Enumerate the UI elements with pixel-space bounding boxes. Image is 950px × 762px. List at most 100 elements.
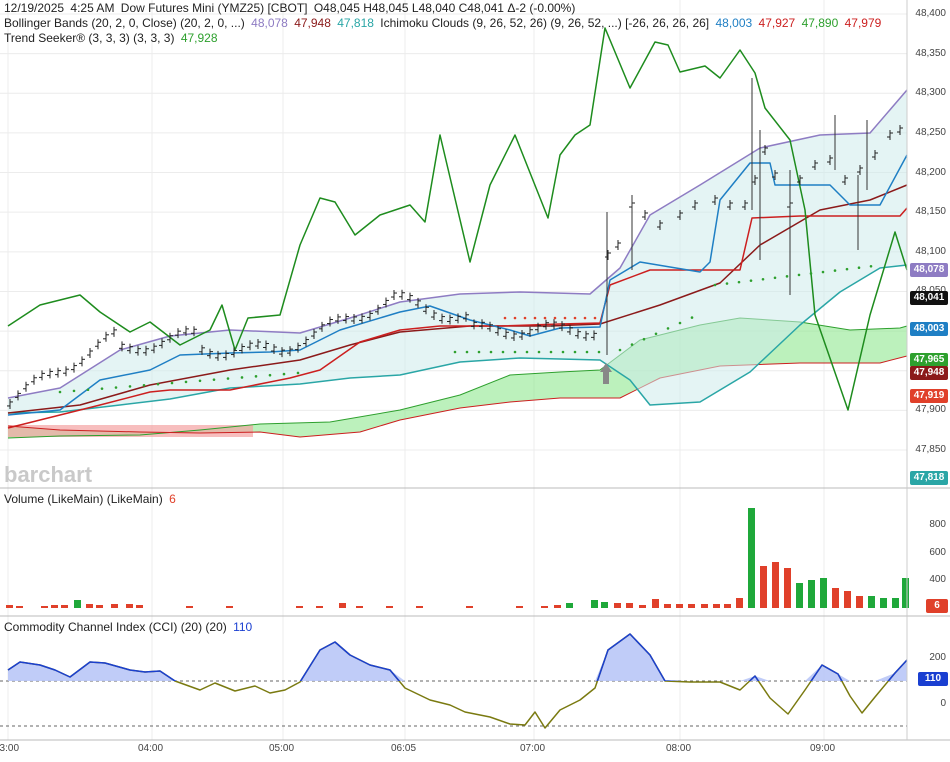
price-tick-label: 48,250 — [915, 126, 946, 138]
ohlc-bar — [95, 339, 101, 350]
trend-dot — [654, 332, 658, 336]
volume-bar — [74, 600, 81, 608]
trend-dot — [713, 283, 717, 287]
ohlc-bar — [677, 210, 683, 220]
ichi-value-4: 47,979 — [844, 16, 882, 30]
ohlc-bar — [455, 313, 461, 324]
trend-dot — [785, 275, 789, 278]
ohlc-bar — [742, 200, 748, 210]
ohlc-bar — [359, 313, 365, 324]
ohlc-bar — [343, 313, 349, 324]
trend-dot — [501, 350, 505, 354]
volume-bar — [6, 605, 13, 608]
volume-bar — [541, 606, 548, 608]
ohlc-bar — [551, 319, 557, 330]
ohlc-bar — [311, 329, 317, 340]
trend-dot — [170, 381, 174, 385]
ohlc-bar — [415, 297, 421, 308]
ohlc-bar — [383, 297, 389, 308]
ohlc-bar — [897, 125, 903, 135]
ohlc-bar — [271, 344, 277, 355]
volume-label[interactable]: Volume (LikeMain) (LikeMain) — [4, 492, 163, 506]
trend-dot — [100, 387, 104, 390]
ohlc-bar — [463, 311, 469, 322]
volume-bar — [186, 606, 193, 608]
trend-dot — [678, 321, 682, 325]
ohlc-bar — [642, 210, 648, 220]
trend-dot — [642, 337, 646, 341]
price-tag: 47,818 — [910, 471, 948, 485]
volume-bar — [856, 596, 863, 608]
ohlc-bar — [103, 331, 109, 342]
trend-dot — [845, 267, 849, 271]
ohlc-bar — [55, 367, 61, 378]
volume-bar — [554, 605, 561, 608]
pane-dividers — [0, 0, 950, 741]
price-tick-label: 47,900 — [915, 404, 946, 416]
trend-dot — [690, 316, 694, 319]
ichimoku-label[interactable]: Ichimoku Clouds (9, 26, 52, 26) (9, 26, … — [380, 16, 710, 30]
volume-bar — [339, 603, 346, 608]
ichimoku-span-a — [7, 317, 908, 439]
ohlc-bar — [287, 346, 293, 357]
trend-dot — [240, 376, 244, 379]
trend-dot — [618, 348, 622, 352]
volume-bar — [111, 604, 118, 608]
cci-label[interactable]: Commodity Channel Index (CCI) (20) (20) — [4, 620, 227, 634]
ohlc-bar — [447, 314, 453, 325]
trend-dot — [465, 350, 469, 354]
ohlc-bar — [887, 130, 893, 140]
time-tick-label: 08:00 — [666, 743, 692, 754]
volume-bar — [41, 606, 48, 608]
volume-legend: Volume (LikeMain) (LikeMain) 6 — [4, 492, 179, 507]
ohlc-bar — [423, 304, 429, 315]
trend-dot — [593, 316, 597, 320]
trend-dot — [573, 350, 577, 354]
ohlc-bar — [23, 381, 29, 392]
ohlc-bar — [111, 326, 117, 337]
bollinger-label[interactable]: Bollinger Bands (20, 2, 0, Close) (20, 2… — [4, 16, 245, 30]
trend-dot — [725, 282, 729, 285]
volume-bar — [844, 591, 851, 608]
volume-bar — [386, 606, 393, 608]
ohlc-bar — [479, 319, 485, 330]
ohlc-bar — [183, 325, 189, 336]
ohlc-bar — [127, 343, 133, 354]
volume-bar — [51, 605, 58, 608]
volume-bar — [86, 604, 93, 608]
ohlc-bar — [63, 366, 69, 377]
ohlc-bar — [439, 313, 445, 324]
trend-dot — [585, 350, 589, 354]
ohlc-bar — [471, 319, 477, 330]
ohlc-bar — [191, 326, 197, 337]
ohlc-bar — [575, 328, 581, 339]
ohlc-bar — [527, 326, 533, 337]
trend-dot — [563, 316, 567, 320]
volume-bar — [566, 603, 573, 608]
ohlc-bar — [872, 150, 878, 160]
ohlc-bar — [143, 345, 149, 356]
trend-dot — [489, 350, 493, 354]
ohlc-bar — [842, 175, 848, 185]
trend-dot — [533, 316, 537, 320]
price-tag: 47,948 — [910, 366, 948, 380]
volume-bars — [6, 508, 909, 608]
price-bars — [7, 78, 903, 409]
volume-bar — [784, 568, 791, 608]
price-tick-label: 47,850 — [915, 444, 946, 455]
ohlc-bar — [857, 165, 863, 175]
trend-dot — [128, 385, 132, 388]
cci-tick-label: 0 — [940, 698, 946, 709]
bb-lower-value: 47,818 — [337, 16, 374, 30]
trend-seeker-label[interactable]: Trend Seeker® (3, 3, 3) (3, 3, 3) — [4, 31, 175, 45]
volume-bar — [760, 566, 767, 608]
bb-upper-value: 48,078 — [251, 16, 288, 30]
symbol-name[interactable]: Dow Futures Mini (YMZ25) [CBOT] — [120, 1, 308, 15]
trend-dot — [525, 350, 529, 354]
trend-dot — [630, 343, 634, 346]
volume-bar — [868, 596, 875, 608]
trend-dot — [477, 350, 481, 354]
trend-dot — [156, 382, 160, 386]
trend-dot — [773, 276, 777, 280]
